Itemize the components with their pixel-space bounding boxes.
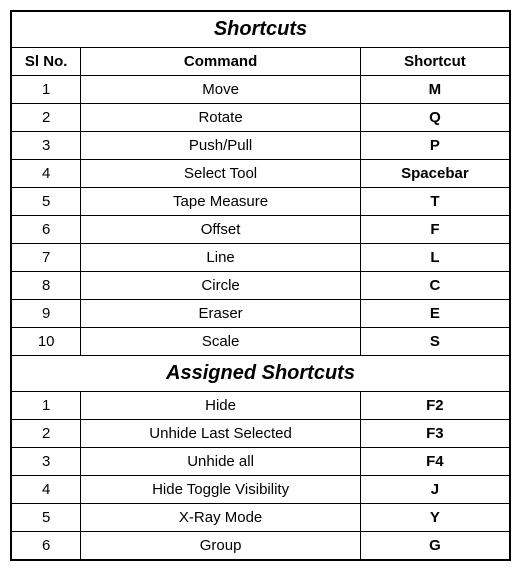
cell-shortcut: G — [360, 532, 510, 561]
cell-no: 4 — [11, 160, 81, 188]
cell-command: Eraser — [81, 300, 360, 328]
cell-shortcut: T — [360, 188, 510, 216]
section-title: Shortcuts — [11, 11, 510, 48]
cell-command: Offset — [81, 216, 360, 244]
cell-no: 5 — [11, 504, 81, 532]
cell-command: Rotate — [81, 104, 360, 132]
cell-no: 3 — [11, 132, 81, 160]
cell-shortcut: S — [360, 328, 510, 356]
cell-command: Scale — [81, 328, 360, 356]
cell-command: Hide Toggle Visibility — [81, 476, 360, 504]
table-row: 2RotateQ — [11, 104, 510, 132]
cell-no: 2 — [11, 104, 81, 132]
cell-shortcut: L — [360, 244, 510, 272]
table-row: 2Unhide Last SelectedF3 — [11, 420, 510, 448]
cell-command: Line — [81, 244, 360, 272]
table-row: 3Unhide allF4 — [11, 448, 510, 476]
cell-no: 1 — [11, 392, 81, 420]
cell-shortcut: E — [360, 300, 510, 328]
table-row: 8CircleC — [11, 272, 510, 300]
cell-command: Circle — [81, 272, 360, 300]
section-title: Assigned Shortcuts — [11, 356, 510, 392]
table-row: 1MoveM — [11, 76, 510, 104]
column-header: Sl No. — [11, 48, 81, 76]
table-row: 5Tape MeasureT — [11, 188, 510, 216]
table-row: 3Push/PullP — [11, 132, 510, 160]
table-row: 7LineL — [11, 244, 510, 272]
cell-no: 4 — [11, 476, 81, 504]
cell-no: 3 — [11, 448, 81, 476]
cell-shortcut: M — [360, 76, 510, 104]
cell-command: Unhide all — [81, 448, 360, 476]
cell-shortcut: F — [360, 216, 510, 244]
cell-shortcut: Spacebar — [360, 160, 510, 188]
cell-shortcut: Y — [360, 504, 510, 532]
table-row: 4Select ToolSpacebar — [11, 160, 510, 188]
cell-no: 8 — [11, 272, 81, 300]
column-header: Shortcut — [360, 48, 510, 76]
cell-shortcut: F4 — [360, 448, 510, 476]
table-row: 10ScaleS — [11, 328, 510, 356]
cell-shortcut: F2 — [360, 392, 510, 420]
table-row: 6GroupG — [11, 532, 510, 561]
cell-no: 1 — [11, 76, 81, 104]
table-row: 6OffsetF — [11, 216, 510, 244]
cell-command: Group — [81, 532, 360, 561]
cell-no: 2 — [11, 420, 81, 448]
cell-command: Hide — [81, 392, 360, 420]
table-row: 5X-Ray ModeY — [11, 504, 510, 532]
cell-command: Select Tool — [81, 160, 360, 188]
cell-shortcut: J — [360, 476, 510, 504]
cell-no: 9 — [11, 300, 81, 328]
cell-no: 10 — [11, 328, 81, 356]
cell-command: Move — [81, 76, 360, 104]
cell-shortcut: P — [360, 132, 510, 160]
cell-command: X-Ray Mode — [81, 504, 360, 532]
shortcuts-table: ShortcutsSl No.CommandShortcut1MoveM2Rot… — [10, 10, 511, 561]
cell-command: Unhide Last Selected — [81, 420, 360, 448]
cell-command: Tape Measure — [81, 188, 360, 216]
cell-shortcut: C — [360, 272, 510, 300]
cell-no: 7 — [11, 244, 81, 272]
cell-no: 6 — [11, 532, 81, 561]
table-row: 4Hide Toggle VisibilityJ — [11, 476, 510, 504]
cell-shortcut: F3 — [360, 420, 510, 448]
table-row: 1HideF2 — [11, 392, 510, 420]
cell-no: 5 — [11, 188, 81, 216]
cell-command: Push/Pull — [81, 132, 360, 160]
cell-no: 6 — [11, 216, 81, 244]
column-header: Command — [81, 48, 360, 76]
cell-shortcut: Q — [360, 104, 510, 132]
table-row: 9EraserE — [11, 300, 510, 328]
